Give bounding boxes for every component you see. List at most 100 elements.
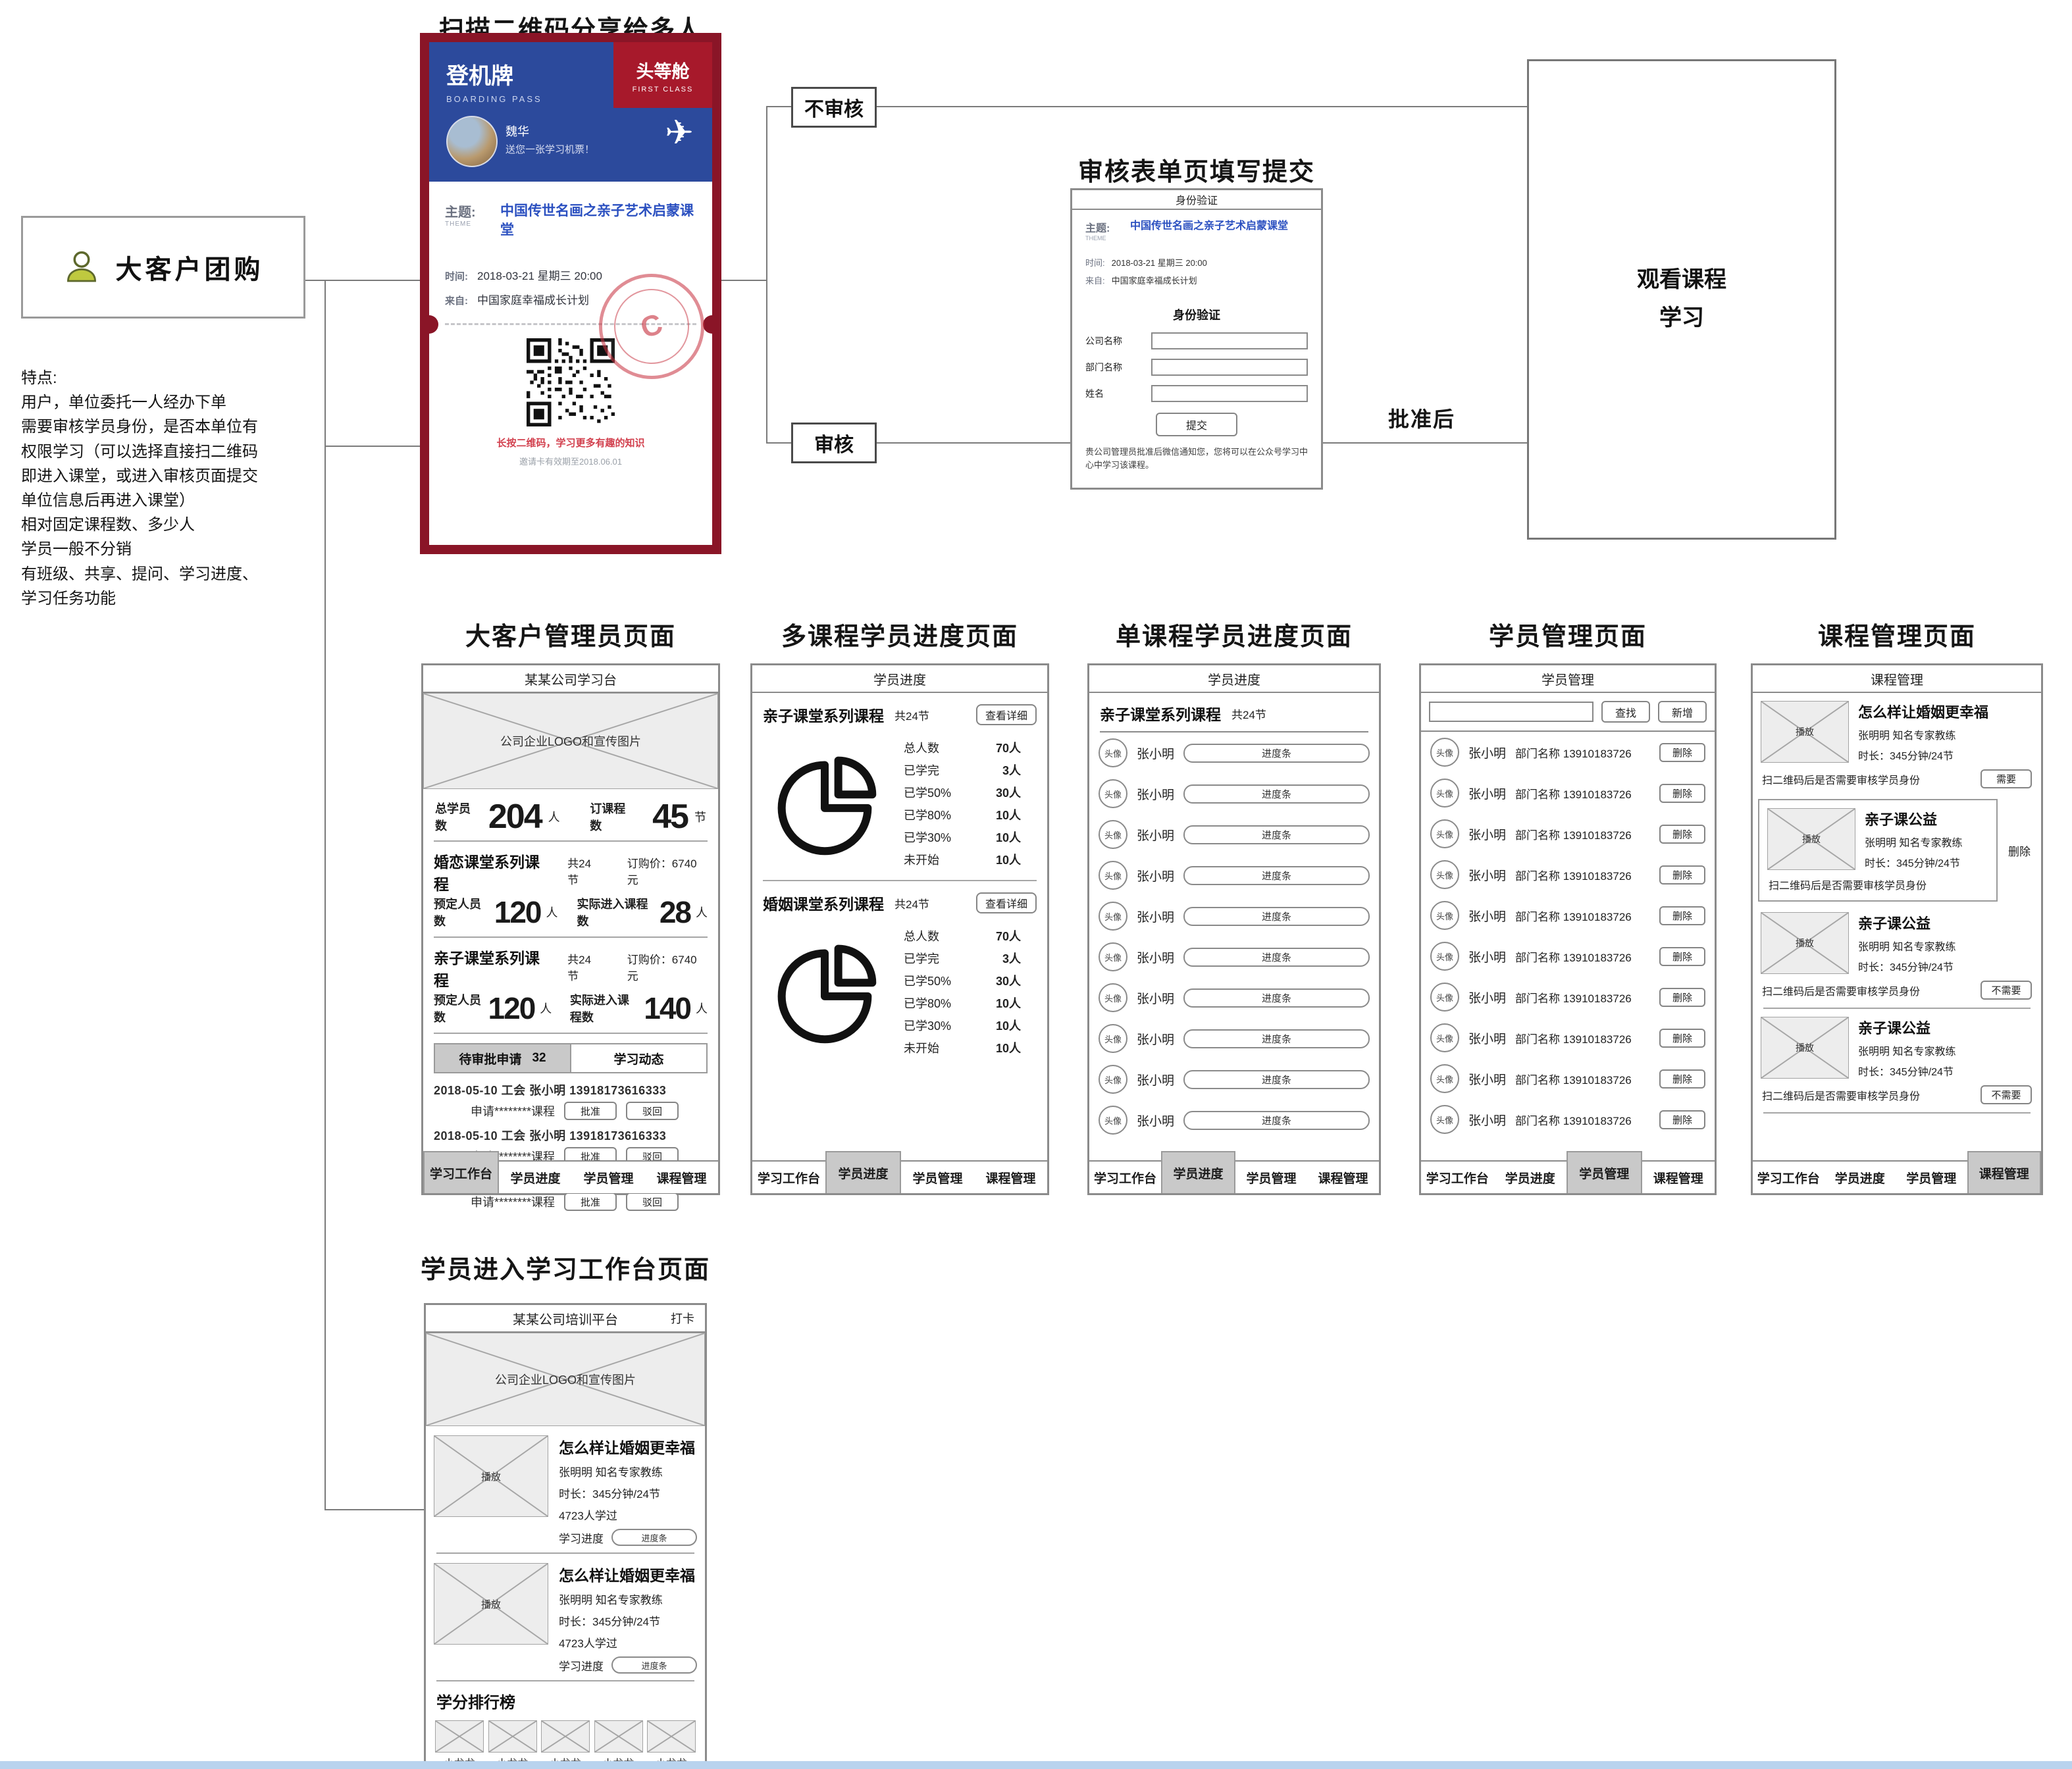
progress-bar[interactable]: 进度条 — [611, 1529, 697, 1546]
delete-member-button[interactable]: 删除 — [1659, 824, 1705, 844]
tab-progress[interactable]: 学员进度 — [510, 1171, 561, 1186]
play-label: 播放 — [1796, 1042, 1814, 1053]
progress-bar[interactable]: 进度条 — [1183, 1069, 1370, 1089]
delete-member-button[interactable]: 删除 — [1659, 906, 1705, 925]
delete-member-button[interactable]: 删除 — [1659, 1028, 1705, 1048]
entered-label: 实际进入课程数 — [569, 994, 629, 1024]
member-row: 头像 张小明 部门名称 13910183726 删除 — [1421, 813, 1715, 854]
feature-line: 特点: — [21, 369, 57, 387]
stat-value: 10人 — [995, 831, 1021, 844]
tab-courses[interactable]: 课程管理 — [656, 1171, 707, 1186]
connector-line — [1323, 442, 1527, 444]
search-button[interactable]: 查找 — [1601, 701, 1650, 723]
workbench-course-card: 播放 怎么样让婚姻更幸福 张明明 知名专家教练 时长：345分钟/24节 472… — [426, 1426, 705, 1552]
student-progress-row: 头像 张小明 进度条 — [1089, 732, 1379, 773]
review-question: 扫二维码后是否需要审核学员身份 — [1762, 775, 1921, 786]
student-progress-row: 头像 张小明 进度条 — [1089, 1018, 1379, 1059]
delete-member-button[interactable]: 删除 — [1659, 742, 1705, 762]
feature-line: 即进入课堂，或进入审核页面提交 — [21, 467, 258, 485]
connector-line — [766, 107, 767, 444]
company-name-input[interactable] — [1151, 332, 1308, 349]
course-title: 怎么样让婚姻更幸福 — [1858, 704, 1989, 721]
tab-progress[interactable]: 学员进度 — [825, 1151, 901, 1193]
multi-progress-panel: 学员进度 亲子课堂系列课程 共24节 查看详细 总人数 70人 已学完 3人 已学5… — [750, 663, 1049, 1195]
pending-approvals-tab[interactable]: 待审批申请 32 — [435, 1044, 571, 1072]
pie-chart-icon — [777, 756, 877, 856]
tab-progress[interactable]: 学员进度 — [1161, 1151, 1235, 1193]
delete-course-button[interactable]: 删除 — [2008, 845, 2031, 858]
section-course-name: 亲子课堂系列课程 — [763, 707, 884, 725]
submit-button[interactable]: 提交 — [1156, 413, 1237, 436]
progress-bar[interactable]: 进度条 — [1183, 743, 1370, 763]
delete-member-button[interactable]: 删除 — [1659, 865, 1705, 884]
approval-subtabs: 待审批申请 32 学习动态 — [434, 1043, 708, 1073]
department-name-input[interactable] — [1151, 359, 1308, 376]
view-detail-button[interactable]: 查看详细 — [975, 892, 1037, 913]
tab-workbench[interactable]: 学习工作台 — [1093, 1171, 1156, 1186]
review-required-button[interactable]: 需要 — [1981, 769, 2032, 788]
progress-bar[interactable]: 进度条 — [1183, 784, 1370, 804]
connector-line — [324, 1509, 424, 1510]
tab-workbench[interactable]: 学习工作台 — [423, 1151, 499, 1193]
person-name-input[interactable] — [1151, 385, 1308, 402]
tab-members[interactable]: 学员管理 — [1246, 1171, 1297, 1186]
tab-members[interactable]: 学员管理 — [912, 1171, 963, 1186]
delete-member-button[interactable]: 删除 — [1659, 1110, 1705, 1129]
approve-button[interactable]: 批准 — [564, 1102, 617, 1120]
member-header: 学员管理 — [1421, 665, 1715, 693]
progress-bar[interactable]: 进度条 — [1183, 906, 1370, 926]
member-search-input[interactable] — [1429, 702, 1593, 722]
course-thumbnail[interactable]: 播放 — [1761, 701, 1849, 763]
progress-bar[interactable]: 进度条 — [1183, 865, 1370, 885]
progress-bar[interactable]: 进度条 — [1183, 825, 1370, 844]
delete-member-button[interactable]: 删除 — [1659, 783, 1705, 803]
course-thumbnail[interactable]: 播放 — [434, 1435, 548, 1517]
feature-line: 用户，单位委托一人经办下单 — [21, 394, 226, 412]
view-detail-button[interactable]: 查看详细 — [975, 704, 1037, 725]
tab-courses[interactable]: 课程管理 — [1653, 1171, 1703, 1186]
badge-title: 头等舱 — [636, 61, 690, 82]
reserved-unit: 人 — [546, 906, 558, 919]
course-item-wrap: 播放 亲子课公益 张明明 知名专家教练 时长：345分钟/24节 扫二维码后是否… — [1753, 796, 2041, 904]
form-time-value: 2018-03-21 星期三 20:00 — [1111, 258, 1207, 268]
progress-bar[interactable]: 进度条 — [1183, 947, 1370, 967]
review-not-required-button[interactable]: 不需要 — [1981, 981, 2032, 1000]
tab-progress[interactable]: 学员进度 — [1505, 1171, 1555, 1186]
review-not-required-button[interactable]: 不需要 — [1981, 1085, 2032, 1104]
tab-courses[interactable]: 课程管理 — [1967, 1151, 2041, 1193]
progress-bar[interactable]: 进度条 — [1183, 1029, 1370, 1048]
tab-courses[interactable]: 课程管理 — [985, 1171, 1036, 1186]
progress-bar[interactable]: 进度条 — [1183, 988, 1370, 1008]
tab-courses[interactable]: 课程管理 — [1318, 1171, 1368, 1186]
delete-member-button[interactable]: 删除 — [1659, 987, 1705, 1007]
reject-button[interactable]: 驳回 — [626, 1192, 679, 1211]
tab-workbench[interactable]: 学习工作台 — [1426, 1171, 1489, 1186]
member-dept-phone: 部门名称 13910183726 — [1515, 992, 1632, 1005]
activity-label: 学习动态 — [613, 1052, 664, 1067]
tab-members[interactable]: 学员管理 — [1567, 1151, 1642, 1193]
stat-label: 总人数 — [904, 930, 939, 943]
tab-progress[interactable]: 学员进度 — [1834, 1171, 1885, 1186]
approve-button[interactable]: 批准 — [564, 1192, 617, 1211]
reject-button[interactable]: 驳回 — [626, 1147, 679, 1166]
tab-workbench[interactable]: 学习工作台 — [1757, 1171, 1820, 1186]
course-thumbnail[interactable]: 播放 — [1761, 912, 1849, 974]
checkin-button[interactable]: 打卡 — [671, 1312, 694, 1325]
course-thumbnail[interactable]: 播放 — [1767, 808, 1855, 870]
add-member-button[interactable]: 新增 — [1658, 701, 1707, 723]
from-value: 中国家庭幸福成长计划 — [477, 294, 589, 307]
tab-workbench[interactable]: 学习工作台 — [757, 1171, 820, 1186]
reject-button[interactable]: 驳回 — [626, 1102, 679, 1120]
course-thumbnail[interactable]: 播放 — [434, 1563, 548, 1645]
tab-members[interactable]: 学员管理 — [583, 1171, 634, 1186]
student-name: 张小明 — [1137, 1114, 1175, 1129]
delete-member-button[interactable]: 删除 — [1659, 946, 1705, 966]
course-thumbnail[interactable]: 播放 — [1761, 1017, 1849, 1079]
course-item: 播放 怎么样让婚姻更幸福 张明明 知名专家教练 时长：345分钟/24节 — [1753, 693, 2041, 765]
delete-member-button[interactable]: 删除 — [1659, 1069, 1705, 1089]
course-sessions: 共24节 — [567, 954, 592, 983]
progress-bar[interactable]: 进度条 — [611, 1656, 697, 1674]
progress-bar[interactable]: 进度条 — [1183, 1110, 1370, 1130]
tab-members[interactable]: 学员管理 — [1906, 1171, 1957, 1186]
learning-activity-tab[interactable]: 学习动态 — [571, 1044, 706, 1072]
